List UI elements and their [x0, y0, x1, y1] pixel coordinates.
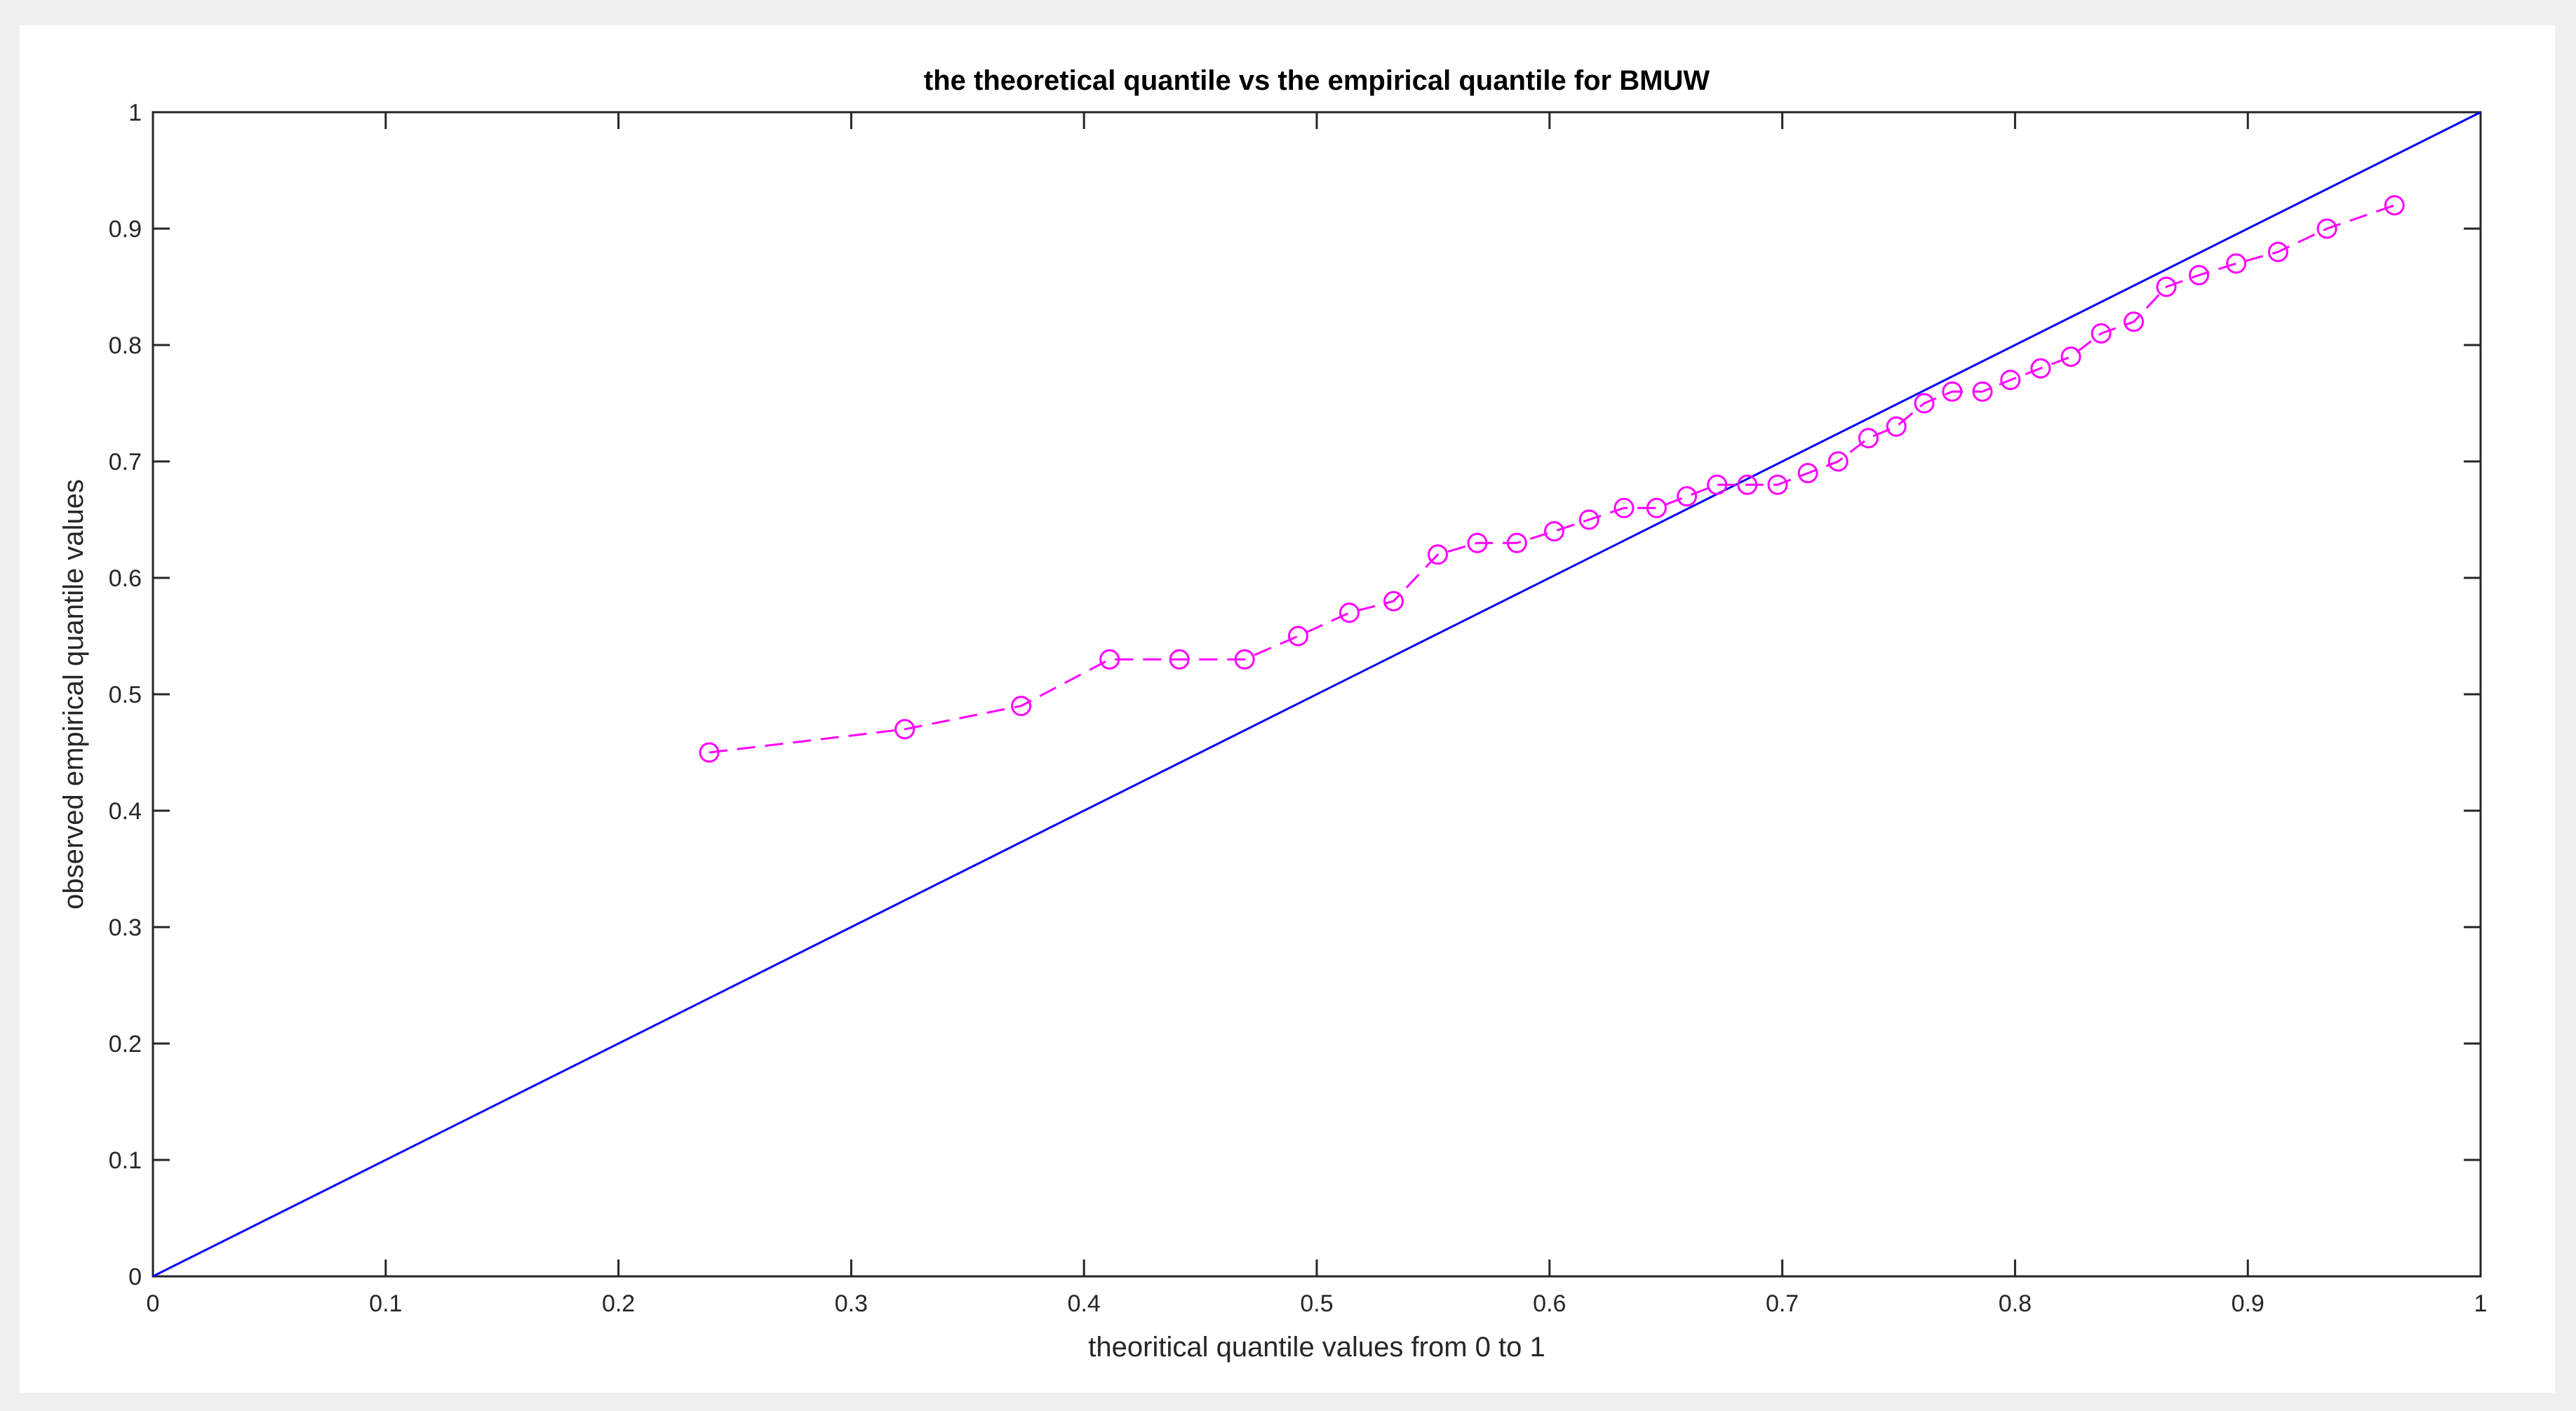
data-point	[1287, 626, 1308, 647]
data-point	[1543, 521, 1564, 542]
y-tick-label: 1	[128, 100, 142, 126]
x-tick-label: 0.9	[2232, 1290, 2265, 1317]
data-point	[2316, 218, 2337, 239]
data-point	[1886, 416, 1907, 437]
data-point	[699, 742, 720, 763]
data-point	[1972, 381, 1993, 402]
data-point	[2226, 253, 2247, 274]
data-point	[1383, 590, 1404, 612]
y-axis-label: observed empirical quantile values	[58, 479, 89, 910]
data-point	[1169, 649, 1190, 670]
y-tick-label: 0.9	[109, 216, 142, 243]
data-point	[1914, 393, 1935, 414]
data-point	[1234, 649, 1255, 670]
y-tick-label: 0.6	[109, 565, 142, 592]
data-point	[1767, 474, 1788, 495]
data-point	[1677, 486, 1698, 507]
data-point	[2091, 323, 2112, 344]
data-point	[1428, 544, 1449, 565]
x-tick-label: 0.3	[835, 1290, 868, 1317]
x-tick-label: 0.6	[1533, 1290, 1566, 1317]
data-point	[2030, 358, 2051, 379]
data-point	[894, 719, 915, 740]
data-point	[1506, 532, 1527, 553]
data-point	[1942, 381, 1963, 402]
y-tick-label: 0.2	[109, 1031, 142, 1058]
x-tick-label: 0.2	[602, 1290, 635, 1317]
y-tick-label: 0.3	[109, 914, 142, 941]
data-point	[2267, 241, 2288, 262]
data-point	[1827, 451, 1849, 472]
data-point	[2189, 264, 2210, 285]
ticks-layer	[152, 111, 2482, 1278]
data-point	[1858, 428, 1879, 449]
data-point	[1707, 474, 1728, 495]
x-tick-label: 0	[147, 1290, 160, 1317]
y-tick-label: 0.4	[109, 798, 142, 825]
data-point	[1646, 497, 1667, 518]
data-point	[1099, 649, 1120, 670]
data-point	[2000, 370, 2021, 391]
y-tick-label: 0	[128, 1264, 142, 1290]
data-point	[1467, 532, 1488, 553]
data-point	[2060, 346, 2081, 367]
x-tick-label: 0.4	[1068, 1290, 1101, 1317]
x-tick-label: 0.5	[1300, 1290, 1333, 1317]
data-point	[1578, 509, 1599, 530]
y-tick-label: 0.7	[109, 449, 142, 475]
x-tick-label: 0.8	[1999, 1290, 2032, 1317]
data-point	[2156, 276, 2177, 297]
data-point	[1011, 696, 1032, 717]
data-point	[2384, 195, 2405, 216]
x-tick-label: 0.7	[1766, 1290, 1799, 1317]
data-point	[2124, 311, 2145, 332]
x-axis-label: theoritical quantile values from 0 to 1	[1088, 1332, 1545, 1363]
data-point	[1339, 602, 1360, 623]
y-tick-label: 0.1	[109, 1147, 142, 1174]
x-tick-label: 1	[2474, 1290, 2488, 1317]
reference-line	[152, 111, 2481, 1278]
y-tick-label: 0.5	[109, 682, 142, 708]
y-tick-label: 0.8	[109, 332, 142, 359]
series-layer	[152, 111, 2481, 1278]
tick-labels-layer: 0 0.1 0.2 0.3 0.4 0.5 0.6 0.7 0.8 0.9 1 0 0.1 0.2 0.3 0…	[109, 100, 2488, 1317]
chart-title: the theoretical quantile vs the empirica…	[924, 65, 1710, 96]
data-point	[1797, 463, 1818, 484]
x-tick-label: 0.1	[369, 1290, 402, 1317]
data-point	[1737, 474, 1758, 495]
data-point	[1614, 497, 1635, 518]
